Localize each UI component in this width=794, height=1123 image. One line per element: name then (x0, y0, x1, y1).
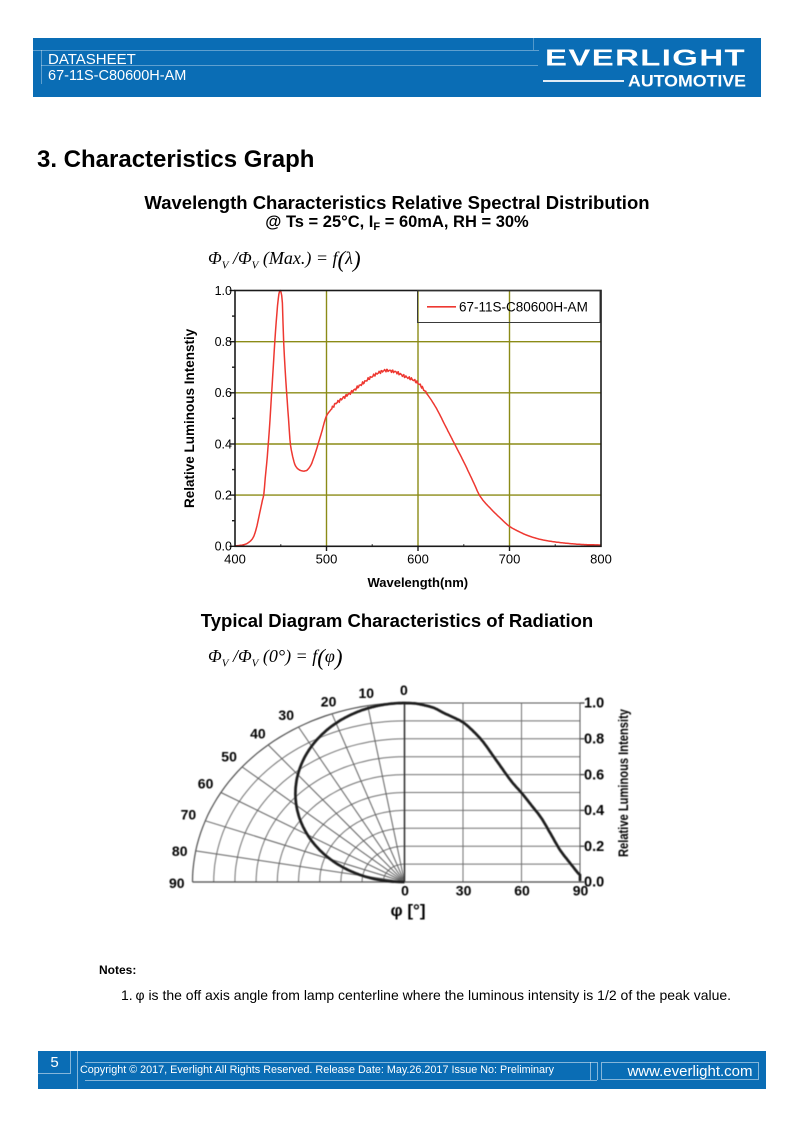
svg-text:0.2: 0.2 (584, 839, 604, 855)
svg-text:Relative Luminous Intenstiy: Relative Luminous Intenstiy (182, 328, 197, 508)
svg-text:0: 0 (400, 682, 408, 698)
svg-text:0.2: 0.2 (215, 488, 232, 502)
svg-text:800: 800 (590, 552, 612, 567)
svg-text:φ [°]: φ [°] (390, 901, 425, 920)
svg-text:0: 0 (401, 882, 409, 898)
svg-text:0.6: 0.6 (584, 767, 604, 783)
svg-text:AUTOMOTIVE: AUTOMOTIVE (628, 73, 746, 91)
svg-text:20: 20 (321, 694, 337, 710)
svg-text:60: 60 (514, 882, 530, 898)
svg-text:400: 400 (224, 552, 246, 567)
svg-text:60: 60 (198, 776, 214, 792)
svg-text:67-11S-C80600H-AM: 67-11S-C80600H-AM (459, 299, 588, 314)
svg-text:1.0: 1.0 (584, 696, 604, 712)
svg-text:600: 600 (407, 552, 429, 567)
svg-text:30: 30 (278, 707, 294, 723)
svg-text:50: 50 (221, 748, 237, 764)
svg-text:70: 70 (181, 807, 197, 823)
svg-text:0.4: 0.4 (584, 803, 604, 819)
svg-text:0.6: 0.6 (215, 386, 232, 400)
svg-text:1.0: 1.0 (215, 284, 232, 298)
svg-text:0.0: 0.0 (584, 875, 604, 891)
svg-text:30: 30 (456, 882, 472, 898)
svg-text:700: 700 (499, 552, 521, 567)
svg-text:0.4: 0.4 (215, 437, 232, 451)
svg-text:0.8: 0.8 (584, 732, 604, 748)
svg-text:500: 500 (316, 552, 338, 567)
svg-text:90: 90 (573, 882, 589, 898)
svg-text:90: 90 (169, 875, 185, 891)
svg-text:0.8: 0.8 (215, 335, 232, 349)
svg-text:80: 80 (172, 843, 188, 859)
svg-text:10: 10 (359, 685, 375, 701)
svg-text:EVERLIGHT: EVERLIGHT (545, 45, 746, 71)
svg-text:Relative Luminous Intensity: Relative Luminous Intensity (616, 709, 631, 857)
svg-text:0.0: 0.0 (215, 540, 232, 554)
svg-text:40: 40 (250, 726, 266, 742)
svg-text:Wavelength(nm): Wavelength(nm) (367, 575, 468, 590)
